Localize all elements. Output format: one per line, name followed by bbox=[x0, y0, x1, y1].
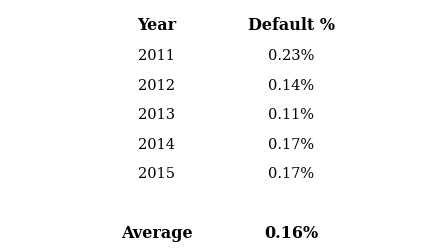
Text: 2012: 2012 bbox=[138, 79, 175, 93]
Text: 0.11%: 0.11% bbox=[268, 108, 314, 122]
Text: Year: Year bbox=[137, 16, 177, 34]
Text: 2015: 2015 bbox=[138, 167, 175, 181]
Text: Average: Average bbox=[121, 224, 193, 242]
Text: 0.16%: 0.16% bbox=[264, 224, 318, 242]
Text: 0.17%: 0.17% bbox=[268, 167, 314, 181]
Text: 2013: 2013 bbox=[138, 108, 175, 122]
Text: 0.14%: 0.14% bbox=[268, 79, 314, 93]
Text: 2014: 2014 bbox=[138, 138, 175, 152]
Text: Default %: Default % bbox=[248, 16, 335, 34]
Text: 2011: 2011 bbox=[138, 49, 175, 63]
Text: 0.23%: 0.23% bbox=[268, 49, 314, 63]
Text: 0.17%: 0.17% bbox=[268, 138, 314, 152]
